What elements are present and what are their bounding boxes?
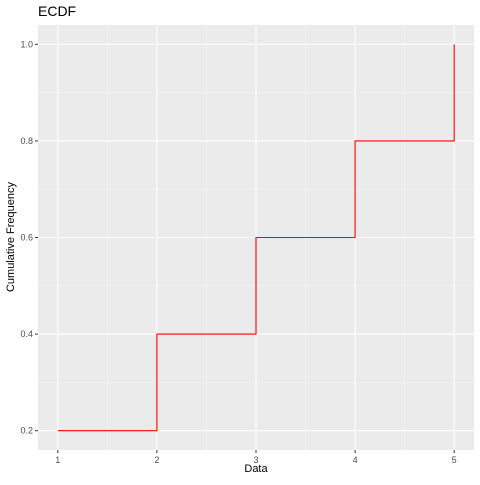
x-tick-label: 4: [353, 455, 358, 465]
y-tick-label: 0.2: [20, 426, 33, 436]
series-layer: [57, 44, 455, 432]
x-tick-label: 3: [253, 455, 258, 465]
y-tick-label: 0.4: [20, 329, 33, 339]
y-tick-label: 0.6: [20, 233, 33, 243]
x-tick-label: 1: [55, 455, 60, 465]
x-tick-label: 5: [452, 455, 457, 465]
chart-title: ECDF: [38, 3, 76, 19]
y-axis-ticks: 0.2 0.4 0.6 0.8 1.0: [20, 39, 38, 436]
y-tick-label: 0.8: [20, 136, 33, 146]
x-axis-ticks: 1 2 3 4 5: [55, 450, 457, 465]
x-tick-label: 2: [154, 455, 159, 465]
x-axis-title: Data: [244, 463, 268, 475]
y-tick-label: 1.0: [20, 39, 33, 49]
y-axis-title: Cumulative Frequency: [5, 181, 17, 292]
ecdf-step-line: [57, 44, 455, 432]
